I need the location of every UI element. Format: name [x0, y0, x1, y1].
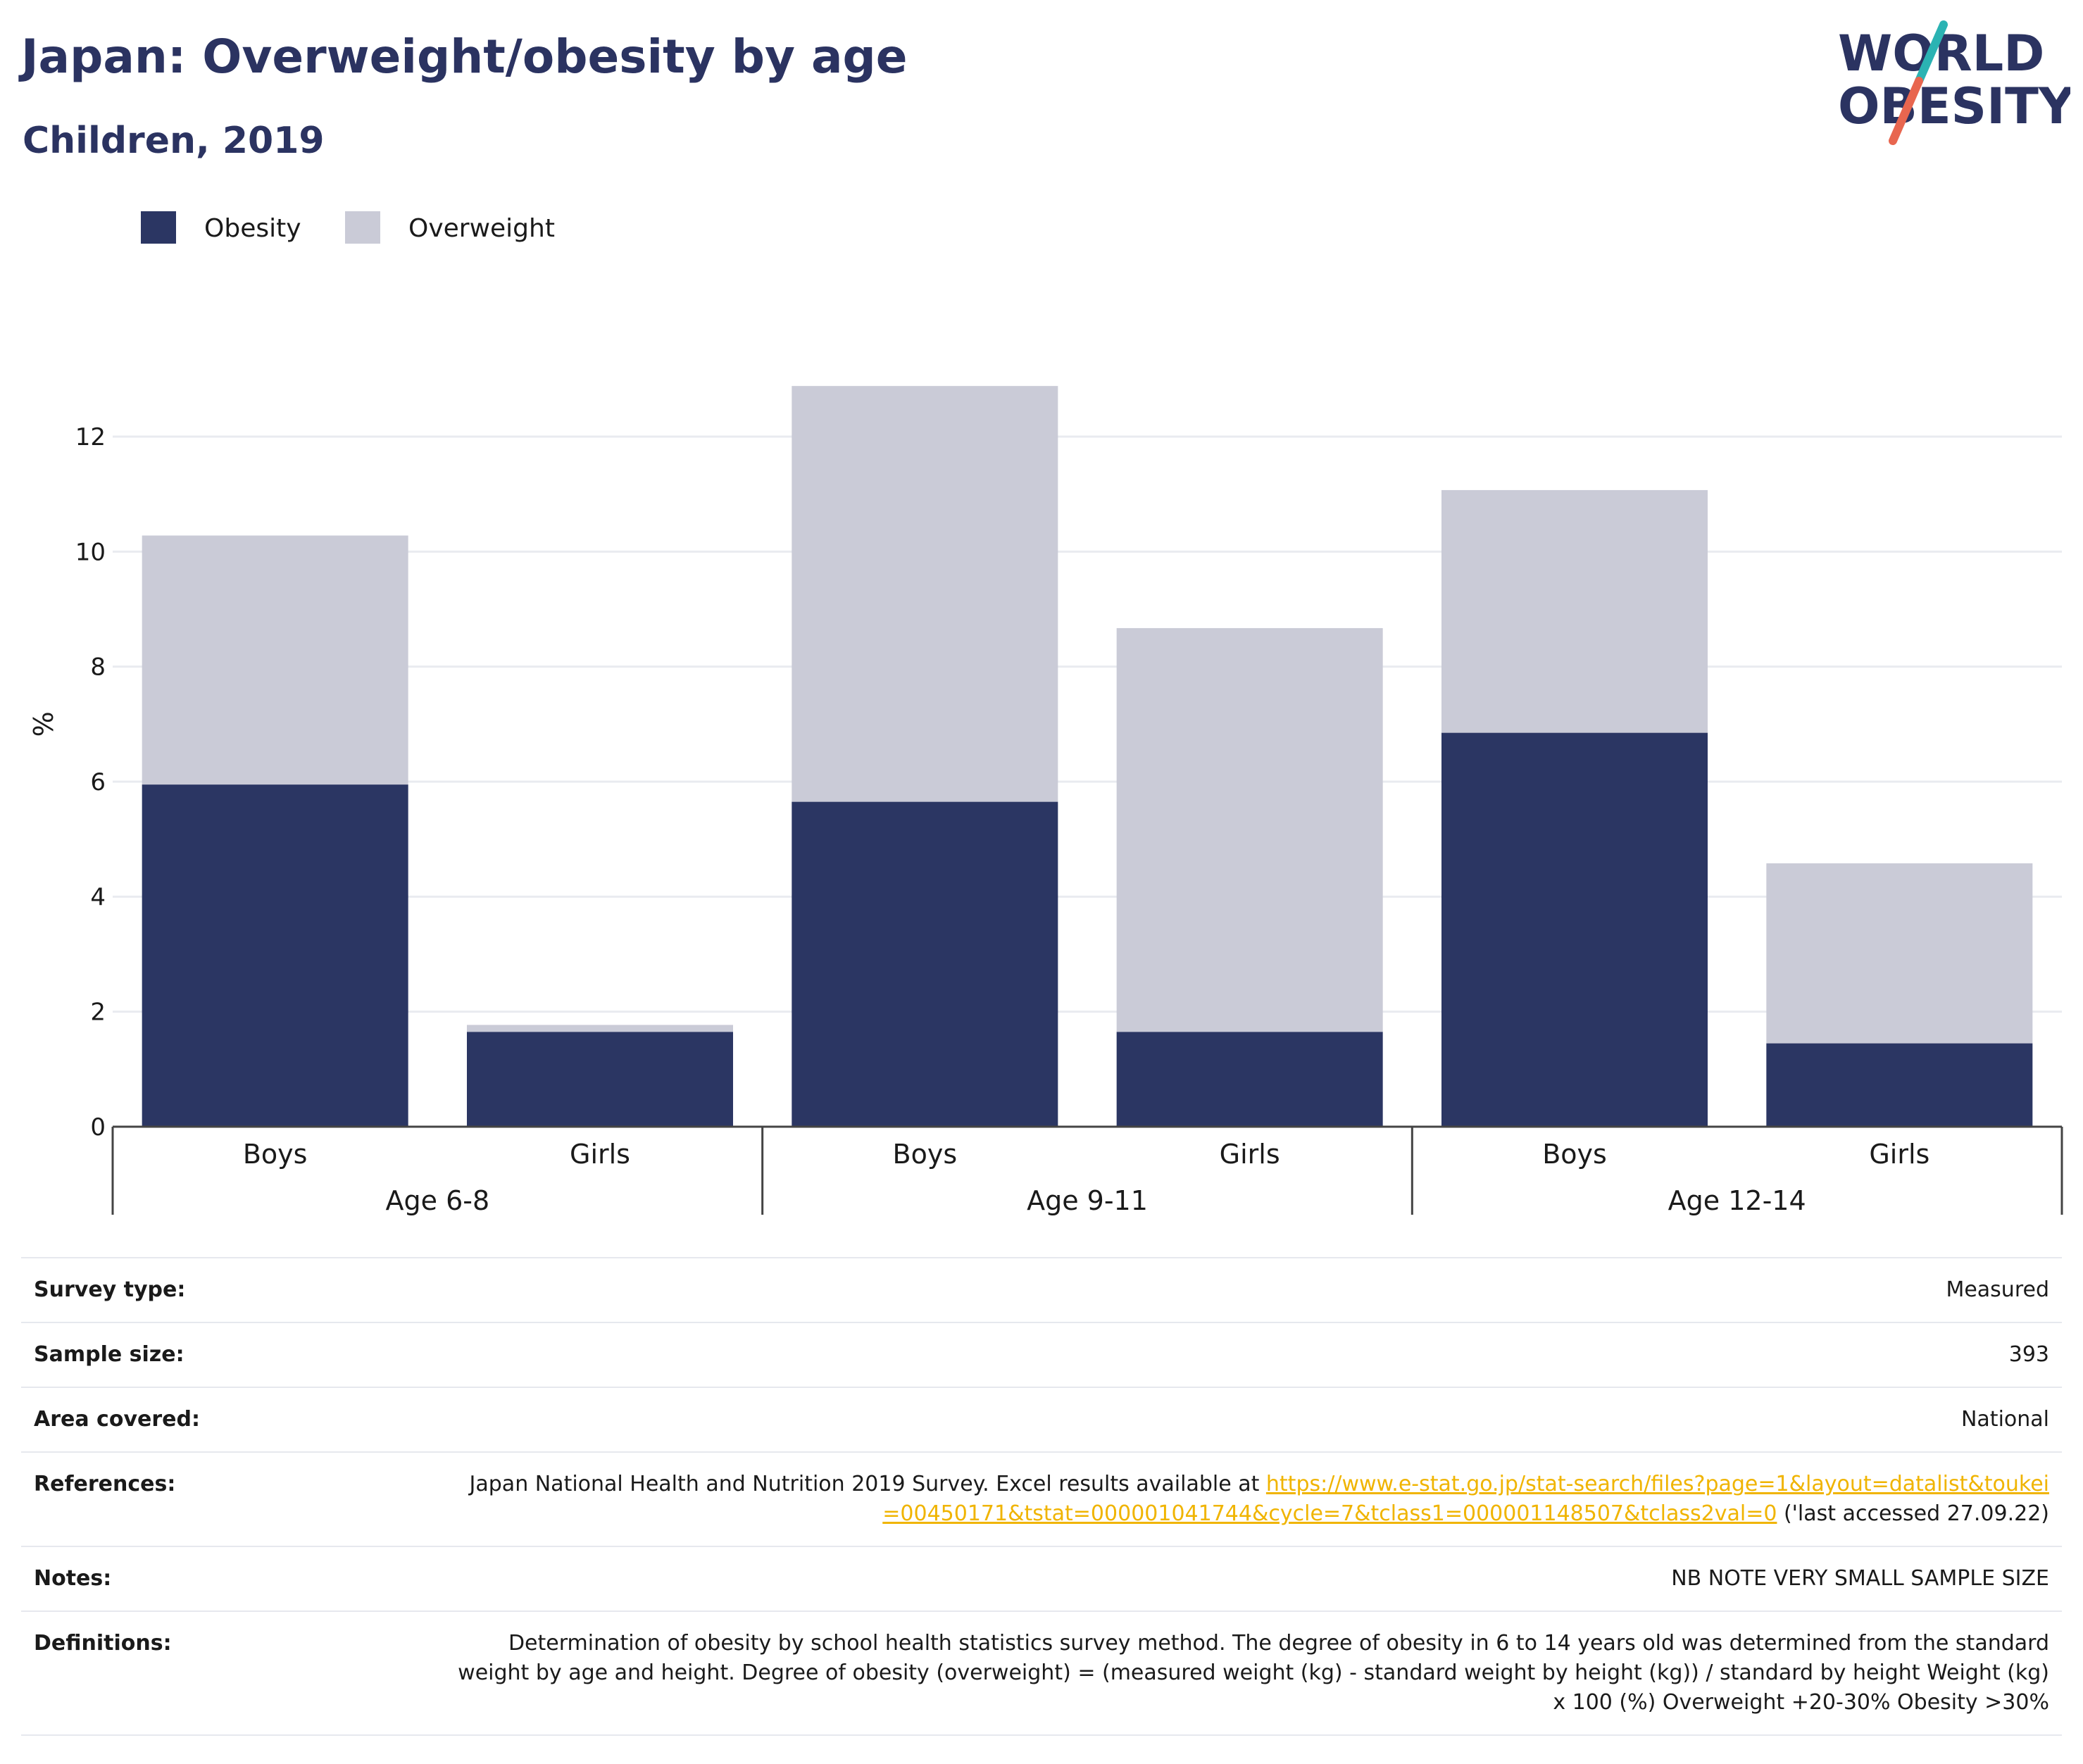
x-group-label: Age 6-8: [386, 1185, 490, 1216]
info-label: Sample size:: [21, 1322, 441, 1388]
reference-link[interactable]: https://www.e-stat.go.jp/stat-search/fil…: [882, 1472, 2049, 1526]
page-subtitle: Children, 2019: [23, 120, 325, 162]
info-row: Survey type: Measured: [21, 1257, 2062, 1323]
bar-overweight-age-9-11-girls: [1116, 627, 1383, 1032]
info-label: References:: [21, 1452, 441, 1547]
bar-overweight-age-12-14-girls: [1766, 863, 2033, 1044]
legend-swatch-obesity: [141, 211, 176, 244]
info-label: Notes:: [21, 1546, 441, 1612]
info-value: Determination of obesity by school healt…: [441, 1611, 2062, 1736]
legend-label-obesity: Obesity: [204, 214, 301, 243]
info-value: NB NOTE VERY SMALL SAMPLE SIZE: [441, 1546, 2062, 1612]
x-category-label: Girls: [1869, 1139, 1929, 1170]
info-label: Area covered:: [21, 1387, 441, 1453]
y-tick-label: 4: [90, 883, 106, 911]
info-row: References: Japan National Health and Nut…: [21, 1452, 2062, 1547]
info-row: Area covered: National: [21, 1387, 2062, 1453]
bar-overweight-age-6-8-girls: [467, 1025, 733, 1032]
x-category-label: Boys: [243, 1139, 308, 1170]
logo-slash-teal: [1915, 20, 1948, 85]
bar-obesity-age-9-11-boys: [792, 801, 1058, 1127]
page-title: Japan: Overweight/obesity by age: [21, 30, 908, 84]
x-category-label: Girls: [1220, 1139, 1280, 1170]
y-tick-label: 8: [90, 653, 106, 682]
survey-info-table: Survey type: Measured Sample size: 393 Area …: [21, 1257, 2062, 1736]
bar-obesity-age-9-11-girls: [1116, 1032, 1383, 1127]
x-group-label: Age 12-14: [1668, 1185, 1806, 1216]
info-value: 393: [441, 1322, 2062, 1388]
x-group-label: Age 9-11: [1027, 1185, 1148, 1216]
x-category-label: Girls: [570, 1139, 630, 1170]
legend-swatch-overweight: [345, 211, 380, 244]
bar-overweight-age-9-11-boys: [792, 386, 1058, 802]
y-axis-label: %: [28, 711, 59, 737]
bar-obesity-age-6-8-boys: [142, 784, 408, 1127]
stacked-bar-chart: 0 2 4 6 8 10 12% Boys Girls Boys Girls Boys Girls Age…: [28, 211, 2063, 1216]
x-category-label: Boys: [893, 1139, 958, 1170]
legend-label-overweight: Overweight: [408, 214, 555, 243]
bar-overweight-age-6-8-boys: [142, 535, 408, 785]
bar-overweight-age-12-14-boys: [1441, 489, 1708, 733]
info-row: Notes: NB NOTE VERY SMALL SAMPLE SIZE: [21, 1546, 2062, 1612]
bar-obesity-age-12-14-girls: [1766, 1043, 2033, 1127]
info-label: Survey type:: [21, 1257, 441, 1323]
reference-accessed-text: ('last accessed 27.09.22): [1777, 1501, 2049, 1526]
y-tick-label: 12: [75, 423, 106, 451]
reference-text: Japan National Health and Nutrition 2019…: [469, 1472, 1266, 1496]
info-value: National: [441, 1387, 2062, 1453]
logo-slash-coral: [1889, 77, 1923, 145]
info-row: Definitions: Determination of obesity by …: [21, 1611, 2062, 1736]
info-value: Measured: [441, 1257, 2062, 1323]
y-tick-label: 2: [90, 999, 106, 1027]
world-obesity-logo: WORLD OBESITY: [1838, 20, 2070, 145]
logo-line-2: OBESITY: [1838, 77, 2070, 135]
y-tick-label: 0: [90, 1113, 106, 1141]
y-tick-label: 10: [75, 538, 106, 566]
info-value: Japan National Health and Nutrition 2019…: [441, 1452, 2062, 1547]
y-tick-label: 6: [90, 768, 106, 796]
x-category-label: Boys: [1542, 1139, 1607, 1170]
info-row: Sample size: 393: [21, 1322, 2062, 1388]
info-label: Definitions:: [21, 1611, 441, 1736]
bar-obesity-age-6-8-girls: [467, 1032, 733, 1127]
bar-obesity-age-12-14-boys: [1441, 732, 1708, 1127]
